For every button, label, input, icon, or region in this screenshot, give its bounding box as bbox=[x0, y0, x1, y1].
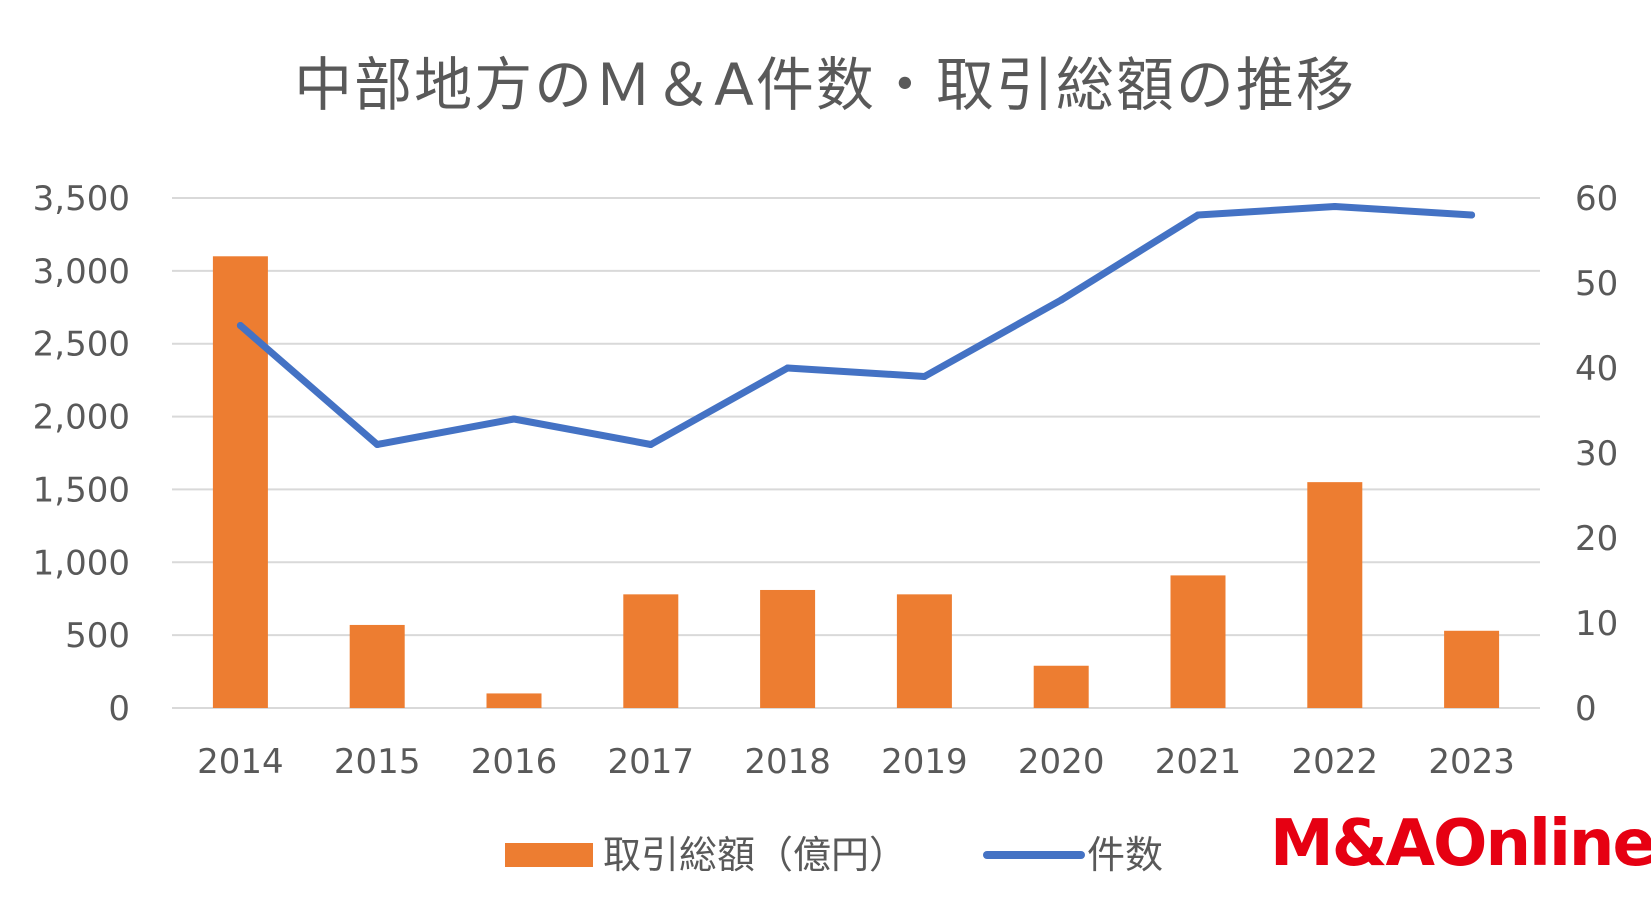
bar-series bbox=[212, 256, 1500, 708]
bar bbox=[1033, 665, 1089, 708]
line-point bbox=[647, 441, 655, 448]
x-tick-label: 2023 bbox=[1428, 742, 1515, 782]
legend-bar-label: 取引総額（億円） bbox=[603, 833, 907, 877]
line-point bbox=[236, 322, 244, 329]
x-tick-label: 2021 bbox=[1155, 742, 1242, 782]
y-left-tick-label: 2,500 bbox=[33, 325, 130, 365]
y-right-tick-label: 20 bbox=[1575, 519, 1618, 559]
bar bbox=[1307, 482, 1363, 708]
bar bbox=[212, 256, 268, 708]
x-axis: 2014 2015 2016 2017 2018 2019 2020 2021 2022 2023 bbox=[197, 742, 1515, 782]
line-point bbox=[1468, 211, 1476, 219]
ma-online-logo: M&AOnline bbox=[1270, 807, 1651, 881]
bar bbox=[1444, 630, 1500, 708]
x-tick-label: 2015 bbox=[334, 742, 421, 782]
bar bbox=[486, 693, 542, 708]
line-point bbox=[373, 441, 381, 448]
legend-bar-swatch bbox=[505, 843, 593, 867]
y-left-tick-label: 2,000 bbox=[33, 398, 130, 438]
line-point bbox=[510, 415, 518, 423]
right-axis: 0 10 20 30 40 50 60 bbox=[1575, 179, 1618, 729]
y-right-tick-label: 40 bbox=[1575, 349, 1618, 389]
y-right-tick-label: 30 bbox=[1575, 434, 1618, 474]
bar bbox=[623, 594, 679, 708]
legend: 取引総額（億円） 件数 bbox=[505, 833, 1163, 877]
x-tick-label: 2020 bbox=[1018, 742, 1105, 782]
chart-title: 中部地方のＭ＆A件数・取引総額の推移 bbox=[294, 51, 1356, 119]
left-axis: 0 500 1,000 1,500 2,000 2,500 3,000 3,500 bbox=[33, 179, 130, 729]
y-left-tick-label: 500 bbox=[65, 616, 130, 656]
line-point bbox=[784, 364, 792, 372]
x-tick-label: 2019 bbox=[881, 742, 968, 782]
bar bbox=[760, 589, 816, 708]
bar bbox=[1170, 575, 1226, 708]
y-right-tick-label: 0 bbox=[1575, 689, 1597, 729]
x-tick-label: 2016 bbox=[471, 742, 558, 782]
y-left-tick-label: 0 bbox=[108, 689, 130, 729]
y-right-tick-label: 60 bbox=[1575, 179, 1618, 219]
x-tick-label: 2018 bbox=[744, 742, 831, 782]
legend-line-label: 件数 bbox=[1087, 833, 1163, 877]
y-left-tick-label: 1,500 bbox=[33, 470, 130, 510]
y-left-tick-label: 3,000 bbox=[33, 252, 130, 292]
y-left-tick-label: 3,500 bbox=[33, 179, 130, 219]
x-tick-label: 2017 bbox=[608, 742, 695, 782]
line-point bbox=[920, 373, 928, 380]
line-point bbox=[1194, 211, 1202, 219]
x-tick-label: 2014 bbox=[197, 742, 284, 782]
line-point bbox=[1331, 203, 1339, 210]
x-tick-label: 2022 bbox=[1292, 742, 1379, 782]
y-left-tick-label: 1,000 bbox=[33, 543, 130, 583]
y-right-tick-label: 10 bbox=[1575, 604, 1618, 644]
line-point bbox=[1057, 296, 1065, 304]
line-path bbox=[236, 203, 1476, 448]
y-right-tick-label: 50 bbox=[1575, 264, 1618, 304]
line-series bbox=[236, 203, 1476, 448]
bar bbox=[896, 594, 952, 708]
bar bbox=[349, 624, 405, 708]
